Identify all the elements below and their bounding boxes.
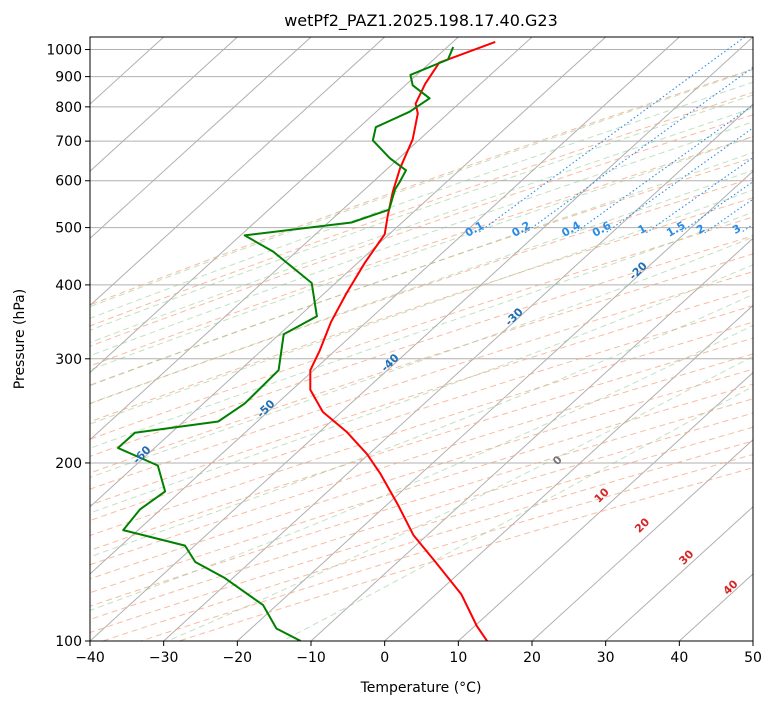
dry-adiabat: [90, 353, 753, 566]
y-tick-label: 1000: [46, 43, 82, 59]
dry-adiabat: [90, 91, 753, 327]
x-tick-label: 20: [523, 650, 541, 666]
mixing-ratio-label: 0.1: [463, 219, 486, 240]
dry-adiabat: [90, 177, 753, 405]
mixing-ratio-label: 1.5: [664, 219, 687, 240]
isotherm-line: [90, 37, 386, 307]
x-tick-label: −20: [223, 650, 253, 666]
isotherm-label: -70: [6, 489, 29, 512]
dry-adiabat: [90, 235, 753, 457]
y-tick-label: 300: [55, 352, 82, 368]
isotherm-line: [90, 37, 312, 240]
contour-labels: 0.10.20.40.611.52346810131620253036-100-…: [6, 213, 774, 597]
x-axis-ticks: −40 −30 −20 −10 0 10 20 30 40 50: [75, 641, 762, 666]
isotherm-line: [90, 37, 238, 172]
y-tick-label: 400: [55, 278, 82, 294]
isotherm-line: [90, 37, 459, 374]
x-tick-label: −10: [296, 650, 326, 666]
moist-adiabat: [90, 151, 753, 387]
isotherm-line: [90, 37, 680, 575]
isotherm-label: -30: [503, 305, 526, 328]
isotherm-line: [457, 371, 753, 641]
y-axis-ticks: 100 200 300 400 500 600 700 800 900 1000: [46, 43, 90, 650]
y-tick-label: 800: [55, 100, 82, 116]
dry-adiabat: [90, 368, 753, 580]
x-tick-label: −30: [149, 650, 179, 666]
isotherm-line: [752, 640, 753, 641]
x-axis-label: Temperature (°C): [360, 680, 482, 696]
dry-adiabat: [90, 136, 753, 367]
y-tick-label: 900: [55, 70, 82, 86]
isotherm-line: [310, 237, 753, 641]
mixing-ratio-label: 0.2: [509, 219, 532, 240]
y-tick-label: 200: [55, 456, 82, 472]
moist-adiabat: [90, 324, 753, 612]
wet-bulb-label: 40: [721, 577, 741, 597]
dry-adiabat: [90, 321, 753, 537]
y-tick-label: 700: [55, 134, 82, 150]
dry-adiabat: [102, 440, 753, 641]
y-axis-label: Pressure (hPa): [12, 289, 28, 389]
dry-adiabat: [90, 426, 753, 634]
moist-adiabat: [90, 264, 753, 514]
isotherm-line: [605, 506, 753, 641]
x-tick-label: −40: [75, 650, 105, 666]
isotherm-line: [531, 438, 753, 641]
x-tick-label: 0: [380, 650, 389, 666]
isotherm-label: -10: [751, 213, 774, 236]
x-tick-label: 40: [670, 650, 688, 666]
moist-adiabat: [90, 236, 753, 478]
dry-adiabat: [90, 216, 753, 440]
mixing-ratio-line: [767, 37, 775, 233]
y-tick-label: 600: [55, 174, 82, 190]
isotherm-line: [384, 304, 753, 641]
temperature-series-line: [309, 40, 496, 641]
isotherm-line: [90, 37, 753, 641]
x-tick-label: 30: [597, 650, 615, 666]
dry-adiabat: [90, 114, 753, 347]
moist-adiabat: [90, 293, 753, 558]
isotherm-line: [236, 170, 753, 641]
wet-bulb-label: 20: [632, 515, 652, 535]
wet-bulb-label: 30: [676, 547, 696, 567]
y-tick-label: 500: [55, 221, 82, 237]
wet-bulb-label: 0: [550, 453, 565, 468]
moist-adiabat: [282, 385, 753, 641]
plot-background-lines: [90, 37, 775, 641]
moist-adiabat: [90, 121, 753, 357]
x-tick-label: 10: [449, 650, 467, 666]
plot-frame: [89, 36, 754, 642]
y-tick-label: 100: [55, 634, 82, 650]
mixing-ratio-line: [574, 104, 753, 234]
mixing-ratio-label: 0.4: [559, 219, 583, 240]
dry-adiabat: [90, 271, 753, 490]
isotherm-line: [90, 37, 607, 508]
mixing-ratio-label: 3: [730, 222, 743, 237]
mixing-ratio-label: 2: [694, 222, 707, 237]
plot-series: [117, 40, 496, 641]
mixing-ratio-label: 4: [757, 222, 770, 237]
chart-title: wetPf2_PAZ1.2025.198.17.40.G23: [284, 11, 558, 31]
x-tick-label: 50: [744, 650, 762, 666]
mixing-ratio-line: [740, 223, 753, 234]
isotherm-line: [163, 103, 753, 641]
mixing-ratio-line: [524, 66, 753, 234]
mixing-ratio-line: [679, 181, 753, 234]
dewpoint-series-line: [117, 46, 455, 641]
isotherm-line: [90, 37, 533, 441]
moist-adiabat: [90, 136, 753, 371]
mixing-ratio-label: 0.6: [590, 219, 614, 240]
mixing-ratio-line: [477, 37, 746, 234]
moist-adiabat: [90, 69, 753, 308]
wet-bulb-label: 10: [592, 485, 612, 505]
dry-adiabat: [140, 453, 753, 641]
isotherm-label: -50: [254, 397, 277, 420]
